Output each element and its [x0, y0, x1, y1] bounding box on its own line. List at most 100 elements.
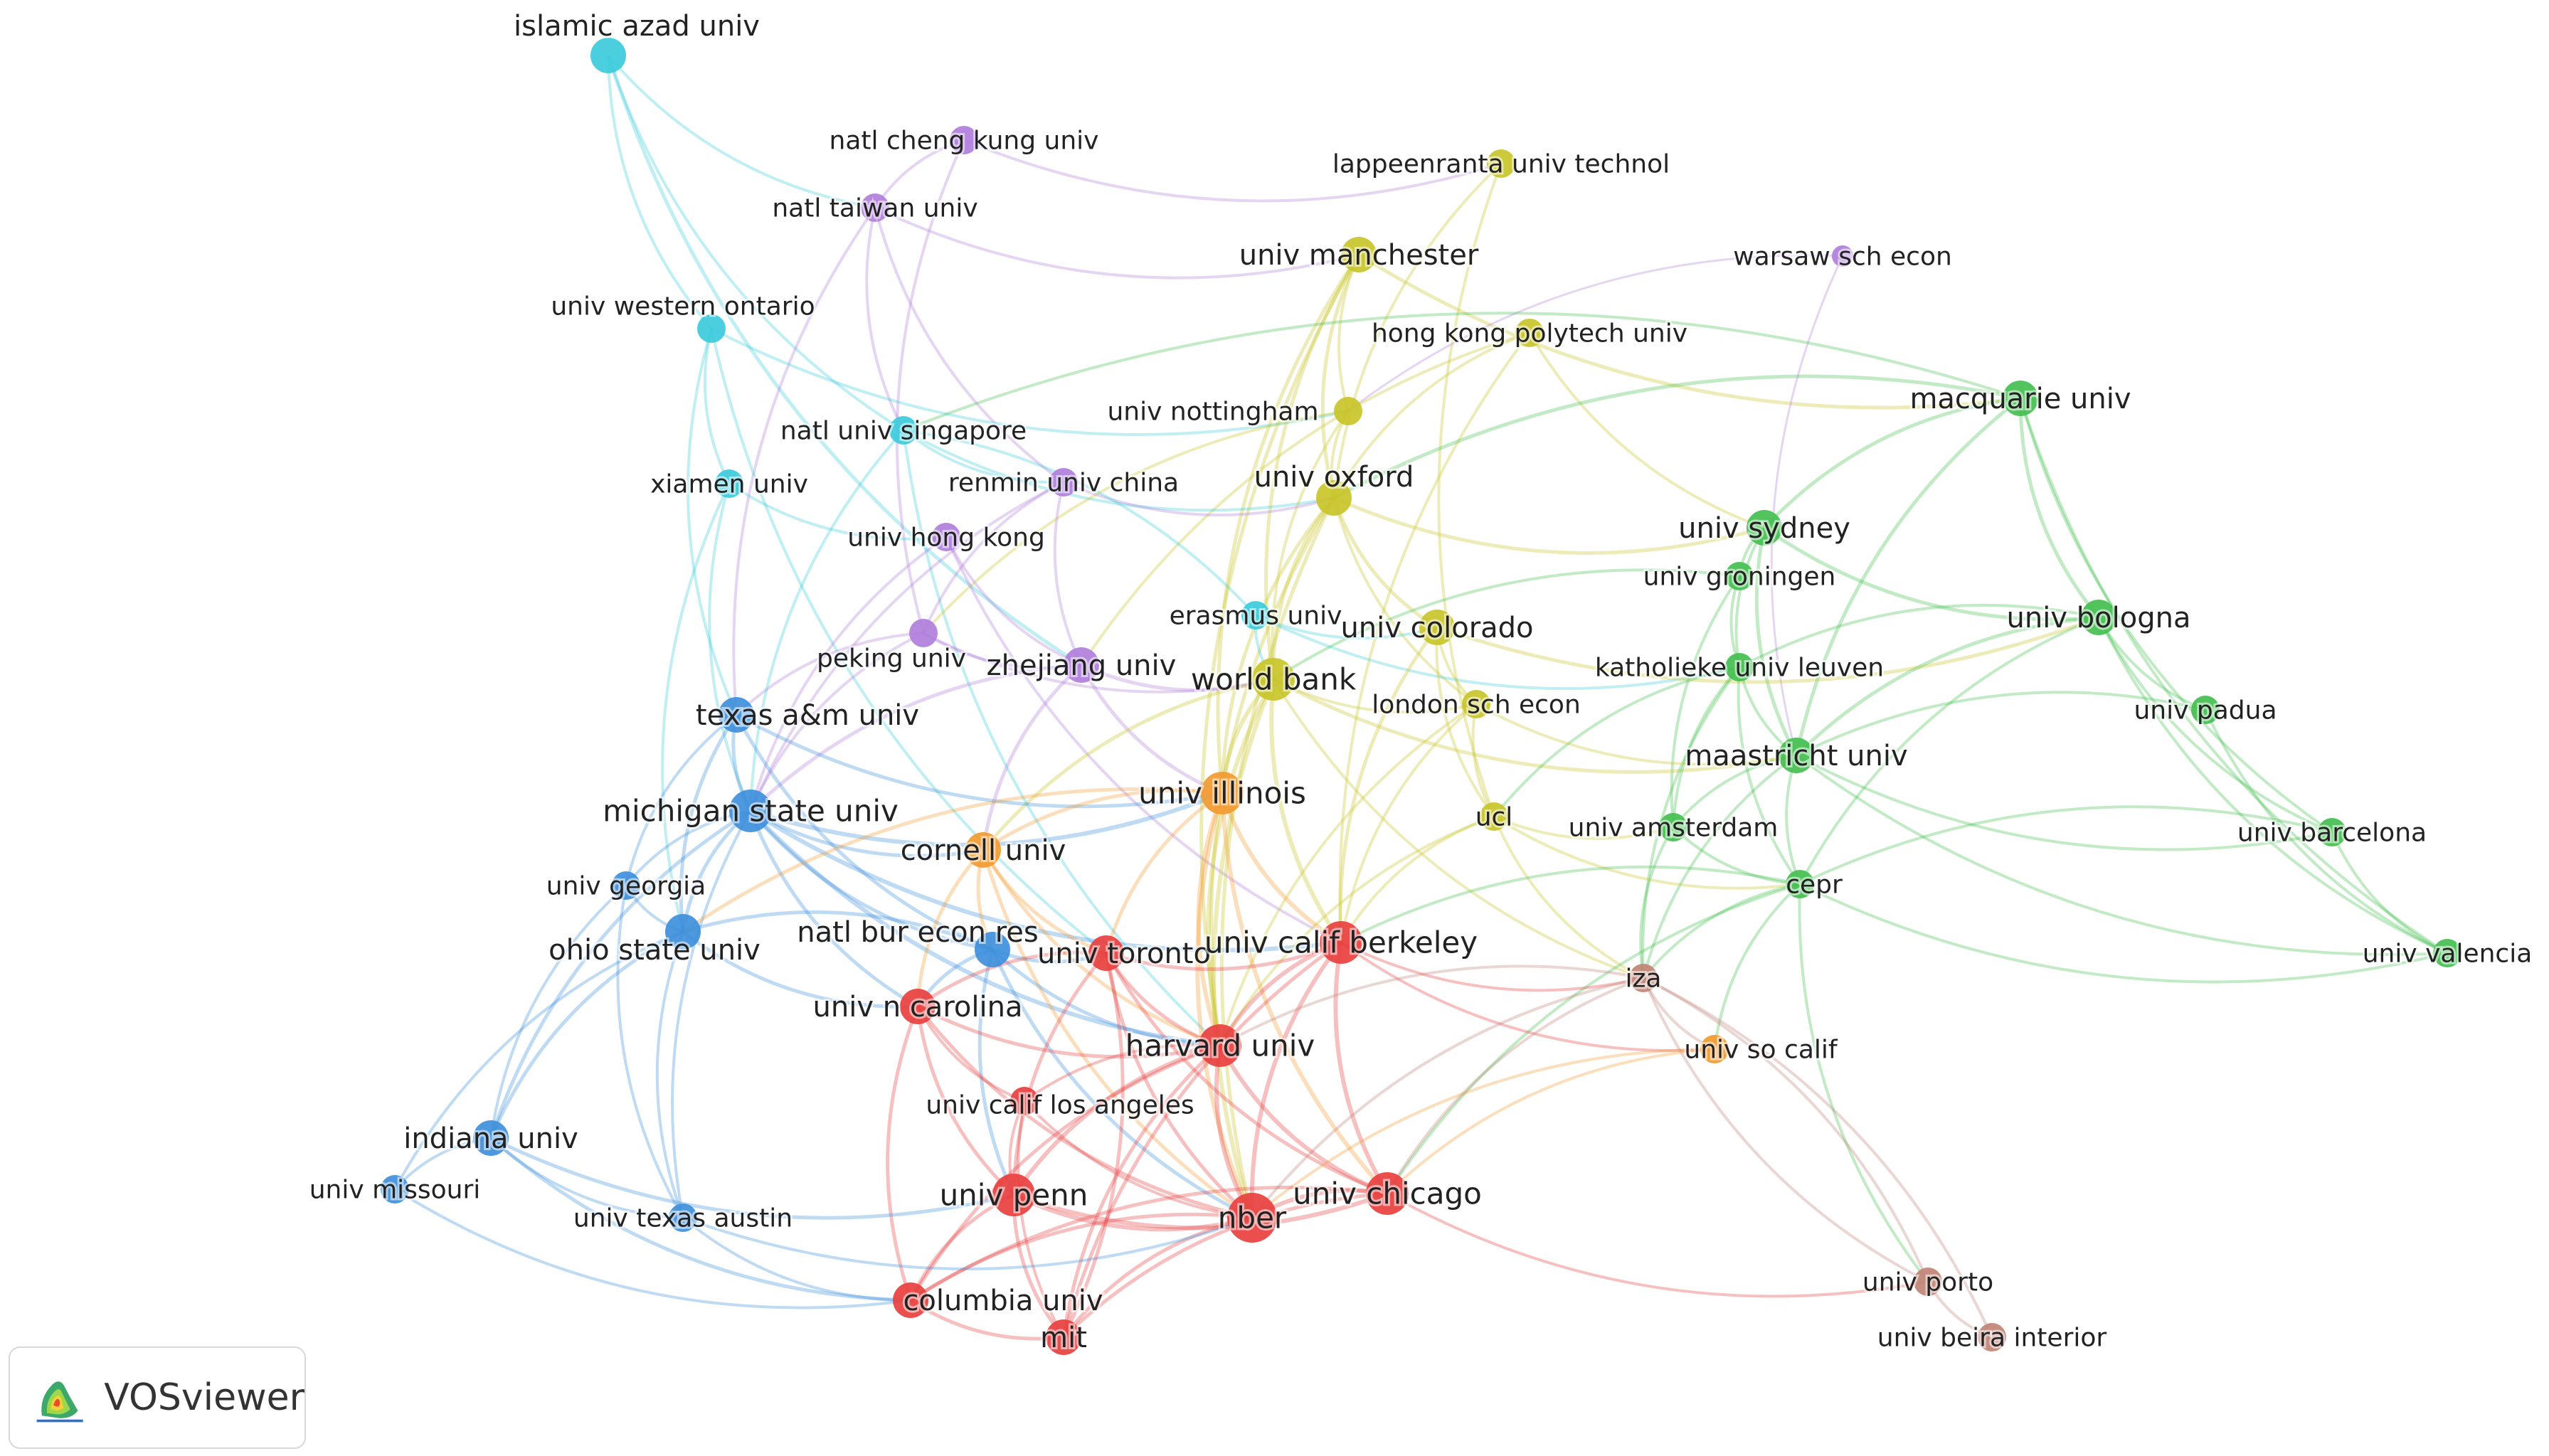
node-peking_univ[interactable] — [909, 619, 938, 647]
node-world_bank[interactable] — [1252, 658, 1295, 701]
node-univ_amsterdam[interactable] — [1659, 813, 1687, 841]
link-univ_calif_los_angeles-nber — [1023, 1100, 1253, 1219]
node-natl_univ_singapore[interactable] — [889, 416, 918, 445]
node-xiamen_univ[interactable] — [715, 469, 743, 498]
node-label-univ_beira_interior: univ beira interior — [1877, 1324, 2107, 1353]
node-natl_cheng_kung_univ[interactable] — [950, 126, 978, 154]
node-ucl[interactable] — [1480, 802, 1508, 831]
link-natl_cheng_kung_univ-lappeenranta_univ_technol — [963, 139, 1502, 203]
node-label-erasmus_univ: erasmus univ — [1170, 602, 1342, 631]
node-univ_nottingham[interactable] — [1334, 397, 1362, 425]
node-univ_valencia[interactable] — [2433, 939, 2461, 967]
link-cornell_univ-univ_n_carolina — [916, 849, 985, 1007]
node-label-natl_cheng_kung_univ: natl cheng kung univ — [830, 127, 1099, 156]
link-hong_kong_polytech_univ-zhejiang_univ — [1080, 331, 1530, 666]
node-zhejiang_univ[interactable] — [1064, 647, 1099, 683]
node-univ_sydney[interactable] — [1747, 510, 1782, 546]
link-univ_missouri-columbia_univ — [393, 1188, 911, 1309]
link-macquarie_univ-univ_bologna — [2018, 398, 2100, 619]
node-univ_porto[interactable] — [1914, 1268, 1942, 1296]
link-iza-harvard_univ — [1219, 965, 1644, 1047]
node-univ_georgia[interactable] — [612, 871, 640, 900]
link-warsaw_sch_econ-univ_nottingham — [1347, 254, 1843, 413]
node-label-macquarie_univ: macquarie univ — [1909, 383, 2131, 415]
node-univ_missouri[interactable] — [381, 1175, 409, 1203]
link-hong_kong_polytech_univ-univ_sydney — [1528, 331, 1765, 529]
link-harvard_univ-univ_chicago — [1218, 1044, 1389, 1196]
node-label-natl_univ_singapore: natl univ singapore — [780, 417, 1027, 446]
node-natl_taiwan_univ[interactable] — [861, 193, 889, 222]
node-univ_colorado[interactable] — [1419, 610, 1455, 645]
link-nber-columbia_univ — [909, 1212, 1253, 1302]
link-texas_am_univ-natl_bur_econ_res — [734, 713, 993, 952]
link-univ_georgia-univ_texas_austin — [616, 885, 684, 1218]
node-univ_calif_los_angeles[interactable] — [1010, 1087, 1039, 1115]
node-univ_manchester[interactable] — [1341, 237, 1377, 272]
link-texas_am_univ-univ_georgia — [625, 713, 738, 886]
node-univ_western_ontario[interactable] — [697, 314, 726, 343]
node-univ_illinois[interactable] — [1201, 772, 1244, 814]
node-london_sch_econ[interactable] — [1462, 690, 1490, 718]
link-peking_univ-world_bank — [923, 632, 1274, 694]
node-michigan_state_univ[interactable] — [729, 790, 772, 832]
node-natl_bur_econ_res[interactable] — [975, 932, 1010, 967]
link-maastricht_univ-univ_valencia — [1795, 754, 2448, 956]
link-univ_manchester-harvard_univ — [1199, 253, 1361, 1046]
node-erasmus_univ[interactable] — [1241, 601, 1270, 629]
node-label-univ_padua: univ padua — [2134, 696, 2277, 726]
node-univ_groningen[interactable] — [1725, 562, 1754, 590]
node-univ_so_calif[interactable] — [1700, 1035, 1729, 1063]
node-katholieke_univ_leuven[interactable] — [1725, 653, 1754, 681]
node-cepr[interactable] — [1786, 870, 1814, 898]
node-ohio_state_univ[interactable] — [665, 914, 701, 950]
node-univ_oxford[interactable] — [1316, 480, 1352, 516]
node-univ_barcelona[interactable] — [2318, 818, 2346, 846]
node-univ_hong_kong[interactable] — [932, 523, 960, 551]
node-warsaw_sch_econ[interactable] — [1832, 245, 1853, 267]
node-indiana_univ[interactable] — [473, 1120, 509, 1156]
node-hong_kong_polytech_univ[interactable] — [1515, 319, 1544, 347]
node-label-zhejiang_univ: zhejiang univ — [987, 649, 1177, 682]
link-univ_porto-iza — [1643, 977, 1929, 1282]
node-univ_toronto[interactable] — [1088, 935, 1124, 971]
link-warsaw_sch_econ-maastricht_univ — [1770, 255, 1844, 756]
node-harvard_univ[interactable] — [1199, 1024, 1241, 1067]
link-macquarie_univ-univ_oxford — [1332, 374, 2021, 500]
node-columbia_univ[interactable] — [893, 1282, 928, 1318]
link-london_sch_econ-harvard_univ — [1219, 703, 1478, 1046]
link-maastricht_univ-univ_amsterdam — [1672, 754, 1797, 829]
node-univ_calif_berkeley[interactable] — [1320, 921, 1362, 964]
node-univ_texas_austin[interactable] — [669, 1203, 697, 1232]
link-ohio_state_univ-indiana_univ — [489, 930, 684, 1139]
link-univ_illinois-nber — [1195, 792, 1254, 1219]
link-univ_toronto-univ_chicago — [1104, 952, 1388, 1196]
link-natl_taiwan_univ-renmin_univ_china — [874, 207, 1065, 484]
node-texas_am_univ[interactable] — [719, 697, 754, 733]
node-univ_bologna[interactable] — [2081, 600, 2116, 635]
node-cornell_univ[interactable] — [965, 832, 1001, 868]
node-macquarie_univ[interactable] — [2003, 381, 2038, 416]
node-lappeenranta_univ_technol[interactable] — [1487, 149, 1515, 178]
link-univ_georgia-indiana_univ — [489, 884, 627, 1139]
node-mit[interactable] — [1046, 1319, 1081, 1355]
node-islamic_azad_univ[interactable] — [590, 38, 626, 73]
node-univ_penn[interactable] — [992, 1174, 1035, 1216]
link-maastricht_univ-univ_barcelona — [1796, 754, 2333, 851]
link-univ_calif_berkeley-nber — [1249, 941, 1343, 1218]
link-univ_toronto-nber — [1104, 952, 1254, 1219]
link-renmin_univ_china-zhejiang_univ — [1053, 482, 1083, 666]
node-label-ohio_state_univ: ohio state univ — [549, 934, 761, 967]
node-univ_chicago[interactable] — [1366, 1172, 1409, 1215]
link-univ_bologna-univ_valencia — [2097, 617, 2448, 955]
node-maastricht_univ[interactable] — [1779, 738, 1814, 773]
node-univ_n_carolina[interactable] — [900, 989, 936, 1024]
node-nber[interactable] — [1227, 1193, 1277, 1243]
node-iza[interactable] — [1629, 964, 1658, 992]
node-renmin_univ_china[interactable] — [1049, 468, 1078, 496]
node-label-ucl: ucl — [1475, 803, 1513, 832]
vosviewer-logo-badge: VOSviewer — [9, 1346, 306, 1449]
node-univ_padua[interactable] — [2191, 696, 2220, 724]
node-label-univ_n_carolina: univ n carolina — [813, 991, 1023, 1024]
node-univ_beira_interior[interactable] — [1978, 1323, 2006, 1351]
link-univ_barcelona-cepr — [1799, 805, 2333, 886]
